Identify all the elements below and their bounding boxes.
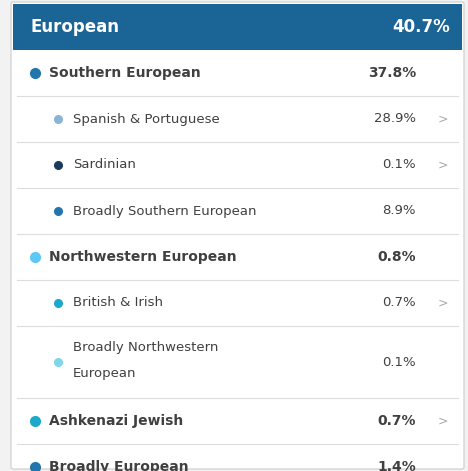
Text: 0.7%: 0.7% [378,414,416,428]
Text: >: > [438,159,448,171]
Text: 0.7%: 0.7% [382,297,416,309]
Text: 0.1%: 0.1% [382,159,416,171]
Text: Spanish & Portuguese: Spanish & Portuguese [73,113,220,125]
Text: Sardinian: Sardinian [73,159,136,171]
FancyBboxPatch shape [11,2,464,469]
Text: >: > [438,297,448,309]
Text: Northwestern European: Northwestern European [49,250,237,264]
Text: 37.8%: 37.8% [368,66,416,80]
Text: >: > [438,113,448,125]
Text: 8.9%: 8.9% [382,204,416,218]
Text: European: European [73,367,137,380]
Bar [13,4,462,50]
Text: 0.8%: 0.8% [377,250,416,264]
Text: Broadly Southern European: Broadly Southern European [73,204,256,218]
Text: >: > [438,414,448,428]
Text: Broadly Northwestern: Broadly Northwestern [73,341,219,354]
Text: 1.4%: 1.4% [377,460,416,471]
Text: Southern European: Southern European [49,66,201,80]
Text: British & Irish: British & Irish [73,297,163,309]
Text: Ashkenazi Jewish: Ashkenazi Jewish [49,414,183,428]
Text: European: European [31,18,120,36]
Text: 0.1%: 0.1% [382,356,416,368]
Text: 40.7%: 40.7% [392,18,450,36]
Text: Broadly European: Broadly European [49,460,189,471]
Text: 28.9%: 28.9% [374,113,416,125]
